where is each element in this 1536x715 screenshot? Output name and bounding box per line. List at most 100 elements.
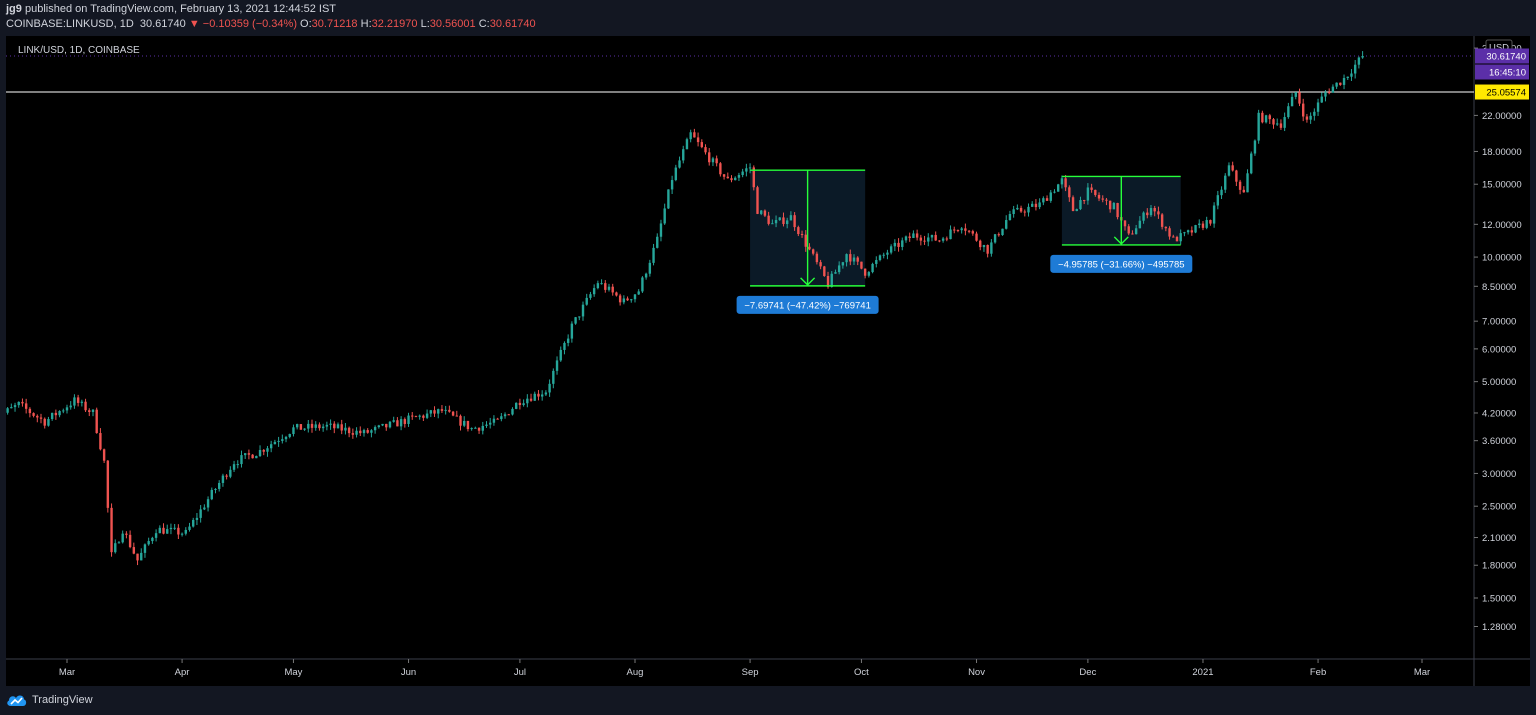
candle-up	[663, 208, 666, 224]
author-name[interactable]: jg9	[6, 3, 22, 15]
candle-up	[377, 425, 381, 428]
measure-label-box[interactable]	[1050, 254, 1193, 273]
candle-down	[1339, 82, 1342, 85]
chart-pane[interactable]: 46.0000038.0000032.0000022.0000018.00000…	[6, 36, 1530, 686]
candle-down	[411, 415, 414, 417]
candle-up	[1227, 165, 1231, 176]
candle-down	[1190, 230, 1194, 233]
candle-up	[1008, 213, 1012, 221]
measure-label: −4.95785 (−31.66%) −495785	[1058, 259, 1185, 270]
candle-up	[1016, 207, 1019, 210]
candle-down	[128, 534, 132, 548]
candle-up	[1012, 209, 1015, 214]
candle-up	[273, 441, 277, 445]
candle-down	[618, 295, 622, 303]
low-value: 30.56001	[429, 18, 476, 30]
candle-down	[1160, 214, 1164, 227]
candle-up	[1149, 208, 1153, 216]
candle-down	[726, 176, 729, 179]
candle-down	[1034, 203, 1038, 208]
measure-arrow-icon	[1113, 236, 1129, 245]
candle-down	[422, 415, 425, 418]
candle-down	[604, 283, 607, 290]
candle-down	[804, 234, 807, 247]
candle-down	[800, 234, 804, 236]
candle-up	[266, 448, 269, 452]
candle-down	[964, 228, 967, 231]
candle-down	[262, 450, 265, 452]
price-tag-countdown[interactable]	[1475, 64, 1529, 80]
candle-up	[392, 420, 395, 422]
candle-up	[1346, 76, 1349, 79]
candle-down	[459, 415, 462, 426]
candle-up	[1294, 92, 1297, 97]
x-tick-label: Apr	[175, 667, 190, 678]
candle-up	[644, 273, 648, 278]
candle-down	[693, 132, 696, 138]
candle-down	[414, 416, 418, 418]
candle-down	[318, 424, 321, 429]
price-chart[interactable]: 46.0000038.0000032.0000022.0000018.00000…	[6, 36, 1530, 686]
candle-up	[444, 409, 447, 411]
candle-down	[953, 229, 956, 231]
measure-label: −7.69741 (−47.42%) −769741	[744, 300, 871, 311]
candle-up	[555, 360, 559, 371]
tradingview-logo[interactable]: TradingView	[6, 693, 93, 707]
candle-up	[1042, 198, 1045, 203]
candle-up	[1283, 117, 1286, 128]
candle-up	[69, 405, 72, 408]
candle-up	[574, 317, 577, 324]
candle-up	[1194, 225, 1197, 233]
price-tag-label-last: 30.61740	[1486, 52, 1526, 63]
open-label: O:	[300, 18, 312, 30]
high-label: H:	[360, 18, 372, 30]
candle-up	[630, 299, 633, 301]
candle-up	[875, 260, 878, 264]
candle-down	[1261, 112, 1264, 123]
candle-up	[540, 394, 544, 397]
candle-up	[689, 132, 692, 140]
candle-up	[552, 370, 555, 384]
candle-up	[218, 482, 221, 489]
candle-up	[652, 247, 655, 263]
candle-down	[756, 187, 759, 214]
candle-down	[43, 418, 46, 426]
candle-up	[485, 424, 488, 426]
candle-up	[180, 533, 184, 535]
candle-down	[110, 507, 113, 553]
candle-up	[622, 298, 626, 303]
candle-down	[333, 423, 336, 429]
candle-up	[1038, 202, 1041, 208]
candle-down	[32, 413, 35, 416]
candle-down	[826, 276, 830, 287]
measure-label-box[interactable]	[736, 295, 879, 314]
x-tick-label: 2021	[1192, 667, 1213, 678]
candle-up	[243, 453, 247, 456]
candle-down	[1019, 207, 1023, 212]
candle-up	[1357, 57, 1361, 65]
y-tick-label: 10.00000	[1482, 253, 1522, 264]
candle-down	[1157, 211, 1160, 215]
candle-up	[511, 408, 514, 415]
publish-text: published on TradingView.com, February 1…	[24, 3, 337, 15]
candle-up	[362, 430, 366, 434]
candle-up	[381, 423, 384, 426]
candle-up	[418, 415, 421, 417]
close-value: 30.61740	[489, 18, 536, 30]
candle-up	[344, 427, 347, 431]
x-tick-label: Mar	[1414, 667, 1430, 678]
y-tick-label: 22.00000	[1482, 111, 1522, 122]
price-tag-last[interactable]	[1475, 48, 1529, 64]
candle-up	[373, 427, 377, 431]
candle-up	[481, 425, 484, 431]
candle-up	[778, 217, 781, 221]
candle-down	[1082, 200, 1086, 202]
candle-up	[463, 420, 466, 426]
candle-up	[355, 430, 358, 435]
candle-down	[1201, 223, 1205, 228]
candle-up	[670, 180, 674, 190]
price-tag-hline[interactable]	[1475, 84, 1529, 100]
close-label: C:	[478, 18, 490, 30]
candle-up	[607, 286, 611, 290]
y-tick-label: 15.00000	[1482, 180, 1522, 191]
